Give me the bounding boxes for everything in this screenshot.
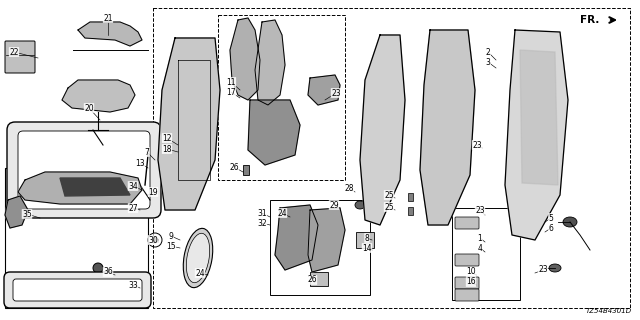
FancyBboxPatch shape: [455, 254, 479, 266]
Text: 36: 36: [103, 268, 113, 276]
Text: 3: 3: [486, 58, 490, 67]
Circle shape: [182, 138, 206, 162]
Bar: [5, 168, 148, 308]
Text: 24: 24: [195, 268, 205, 277]
Text: 23: 23: [331, 89, 341, 98]
Text: 20: 20: [84, 103, 94, 113]
Polygon shape: [308, 208, 345, 272]
Text: 15: 15: [166, 242, 176, 251]
FancyBboxPatch shape: [455, 277, 479, 289]
Text: 26: 26: [229, 163, 239, 172]
Circle shape: [448, 196, 456, 204]
Text: 31: 31: [257, 209, 267, 218]
Ellipse shape: [370, 70, 398, 190]
Polygon shape: [248, 100, 300, 165]
Bar: [452, 208, 520, 300]
Text: 9: 9: [168, 231, 173, 241]
FancyBboxPatch shape: [18, 131, 150, 209]
Polygon shape: [158, 38, 220, 210]
Polygon shape: [520, 50, 558, 185]
Text: 35: 35: [22, 210, 32, 219]
Polygon shape: [230, 18, 260, 100]
Circle shape: [152, 237, 158, 243]
Circle shape: [448, 136, 456, 144]
Polygon shape: [18, 172, 142, 204]
Ellipse shape: [355, 201, 365, 209]
Polygon shape: [360, 35, 405, 225]
Text: 33: 33: [128, 281, 138, 290]
FancyBboxPatch shape: [13, 279, 142, 301]
Text: 23: 23: [475, 205, 485, 214]
Text: 19: 19: [148, 188, 158, 196]
Polygon shape: [505, 30, 568, 240]
Ellipse shape: [563, 217, 577, 227]
Polygon shape: [275, 205, 318, 270]
Text: 13: 13: [135, 158, 145, 167]
Text: 8: 8: [365, 234, 369, 243]
Ellipse shape: [434, 80, 460, 200]
Text: 26: 26: [307, 276, 317, 284]
FancyBboxPatch shape: [455, 217, 479, 229]
Text: TZ54B4301D: TZ54B4301D: [586, 308, 632, 314]
Circle shape: [188, 144, 200, 156]
FancyBboxPatch shape: [4, 272, 151, 308]
Polygon shape: [5, 196, 28, 228]
Bar: [243, 165, 249, 175]
Bar: [218, 15, 345, 180]
Bar: [153, 8, 630, 308]
Text: 23: 23: [538, 266, 548, 275]
Text: 24: 24: [277, 209, 287, 218]
Bar: [368, 182, 374, 192]
Text: 27: 27: [128, 204, 138, 212]
Bar: [310, 272, 328, 286]
FancyBboxPatch shape: [5, 41, 35, 73]
Bar: [356, 232, 374, 248]
Polygon shape: [255, 20, 285, 105]
Polygon shape: [78, 22, 142, 46]
Text: 10: 10: [466, 268, 476, 276]
Text: 23: 23: [472, 140, 482, 149]
Polygon shape: [62, 80, 135, 112]
Polygon shape: [420, 30, 475, 225]
Text: 22: 22: [9, 47, 19, 57]
Text: 7: 7: [145, 148, 149, 156]
Bar: [408, 207, 413, 215]
Text: 21: 21: [103, 13, 113, 22]
Text: 12: 12: [163, 133, 172, 142]
Polygon shape: [60, 178, 130, 196]
Bar: [270, 200, 370, 295]
Text: 5: 5: [548, 213, 554, 222]
Text: 34: 34: [128, 181, 138, 190]
Polygon shape: [308, 75, 340, 105]
Text: 4: 4: [477, 244, 483, 252]
Text: 29: 29: [329, 201, 339, 210]
Circle shape: [93, 263, 103, 273]
Text: 17: 17: [226, 87, 236, 97]
Text: 28: 28: [344, 183, 354, 193]
Text: 14: 14: [362, 244, 372, 252]
FancyBboxPatch shape: [7, 122, 161, 218]
Circle shape: [113, 195, 123, 205]
Ellipse shape: [186, 233, 210, 283]
Text: 11: 11: [227, 77, 236, 86]
Text: FR.: FR.: [580, 15, 600, 25]
Text: 1: 1: [477, 234, 483, 243]
Text: 2: 2: [486, 47, 490, 57]
FancyBboxPatch shape: [129, 187, 153, 203]
Text: 30: 30: [148, 236, 158, 244]
Text: 25: 25: [384, 190, 394, 199]
Text: 16: 16: [466, 277, 476, 286]
FancyBboxPatch shape: [455, 289, 479, 301]
Text: 6: 6: [548, 223, 554, 233]
Text: 18: 18: [163, 145, 172, 154]
Ellipse shape: [183, 228, 212, 288]
Bar: [408, 193, 413, 201]
Ellipse shape: [549, 264, 561, 272]
Text: 32: 32: [257, 219, 267, 228]
Text: 25: 25: [384, 203, 394, 212]
